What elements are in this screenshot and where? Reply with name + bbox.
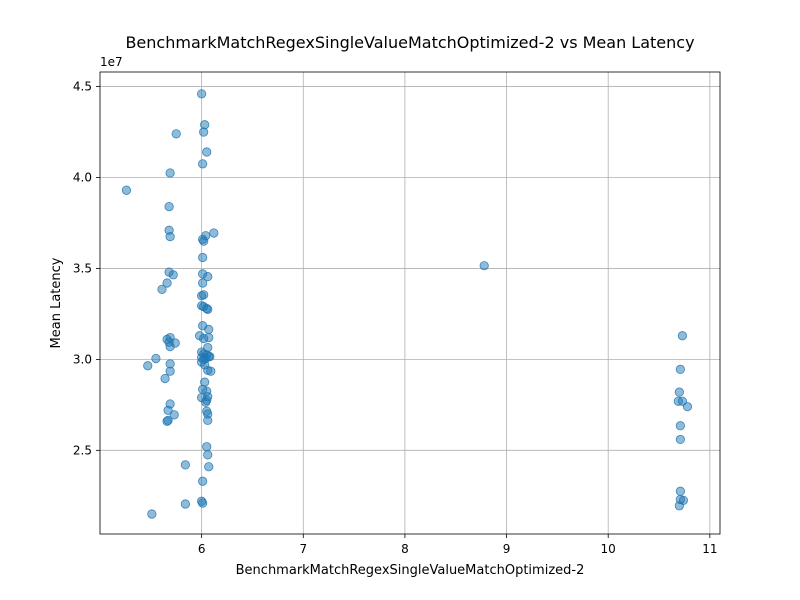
scatter-point (143, 361, 153, 371)
scatter-point (675, 421, 685, 431)
scatter-point (165, 232, 175, 242)
scatter-point (198, 252, 208, 263)
scatter-point (168, 270, 178, 280)
scatter-point (201, 231, 211, 241)
chart-title: BenchmarkMatchRegexSingleValueMatchOptim… (125, 33, 694, 52)
x-tick-label: 6 (198, 542, 206, 556)
scatter-point (165, 366, 175, 376)
scatter-point (674, 387, 684, 397)
x-tick-label: 8 (401, 542, 409, 556)
scatter-point (162, 278, 172, 288)
scatter-point (203, 415, 213, 425)
scatter-point (479, 261, 489, 271)
scatter-point (675, 486, 685, 496)
plot-frame (99, 71, 721, 535)
y-tick-label: 4.5 (73, 80, 92, 94)
scatter-point (203, 450, 213, 460)
y-tick-label: 2.5 (73, 443, 92, 457)
scatter-point (209, 228, 219, 238)
scatter-point (205, 352, 215, 362)
y-tick-label: 4.0 (73, 170, 92, 184)
x-tick-label: 9 (503, 542, 511, 556)
scatter-point (162, 416, 172, 426)
points-layer (121, 89, 693, 519)
scatter-point (203, 272, 213, 282)
scatter-point (165, 168, 175, 178)
scatter-point (204, 332, 214, 343)
x-tick-label: 7 (299, 542, 307, 556)
x-tick-label: 11 (702, 542, 717, 556)
scatter-point (199, 290, 209, 300)
x-tick-label: 10 (601, 542, 616, 556)
scatter-point (180, 499, 190, 509)
scatter-point (169, 410, 179, 420)
scatter-point (171, 129, 181, 139)
scatter-point (198, 278, 208, 288)
y-axis-label: Mean Latency (49, 257, 64, 348)
x-axis-label: BenchmarkMatchRegexSingleValueMatchOptim… (236, 563, 585, 578)
scatter-point (160, 373, 170, 384)
scatter-point (200, 120, 210, 130)
scatter-point (202, 442, 212, 452)
scatter-point (170, 338, 180, 348)
scatter-point (198, 476, 208, 486)
scatter-point (204, 462, 214, 472)
scatter-point (675, 364, 685, 374)
scatter-point (165, 399, 175, 409)
scatter-point (675, 434, 685, 445)
scatter-point (682, 402, 693, 412)
y-tick-label: 3.0 (73, 352, 92, 366)
y-offset-label: 1e7 (100, 55, 123, 69)
scatter-point (674, 501, 684, 511)
scatter-point (203, 304, 213, 314)
scatter-point (198, 498, 208, 508)
scatter-point (202, 147, 212, 157)
scatter-point (180, 460, 190, 470)
y-tick-label: 3.5 (73, 261, 92, 275)
scatter-point (204, 324, 214, 334)
scatter-point (164, 202, 174, 212)
scatter-point (157, 284, 167, 294)
scatter-point (121, 185, 132, 195)
scatter-point (201, 397, 211, 407)
scatter-point (677, 331, 687, 341)
scatter-point (147, 509, 157, 519)
scatter-point (206, 366, 216, 376)
scatter-point (151, 353, 161, 364)
scatter-point (198, 159, 208, 169)
scatter-point (197, 89, 207, 99)
ticks-layer: 6 7 8 9 10 11 2.5 3.0 3.5 4.0 4.5 (73, 80, 718, 556)
